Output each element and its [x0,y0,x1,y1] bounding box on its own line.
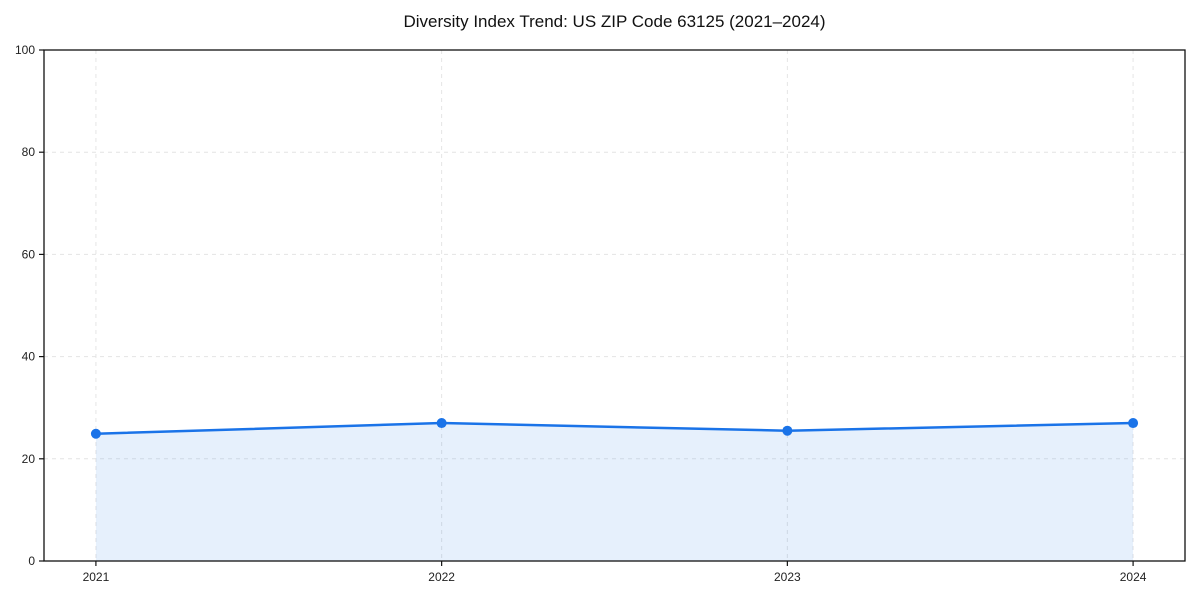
y-tick-label: 100 [15,43,35,57]
y-tick-label: 80 [22,145,36,159]
chart-title: Diversity Index Trend: US ZIP Code 63125… [403,12,826,31]
data-point-2023 [782,425,793,436]
area-fill [95,423,1134,561]
x-tick-label: 2023 [774,570,801,584]
y-tick-label: 20 [22,452,36,466]
y-tick-label: 60 [22,247,36,261]
x-tick-label: 2021 [83,570,110,584]
plot-border [43,49,1186,562]
trend-line [94,421,1135,436]
data-point-2021 [90,428,101,439]
data-point-2022 [436,418,447,429]
data-point-2024 [1128,418,1139,429]
x-tick-label: 2024 [1120,570,1147,584]
y-tick-label: 0 [28,554,35,568]
y-tick-label: 40 [22,350,36,364]
x-tick-label: 2022 [428,570,455,584]
